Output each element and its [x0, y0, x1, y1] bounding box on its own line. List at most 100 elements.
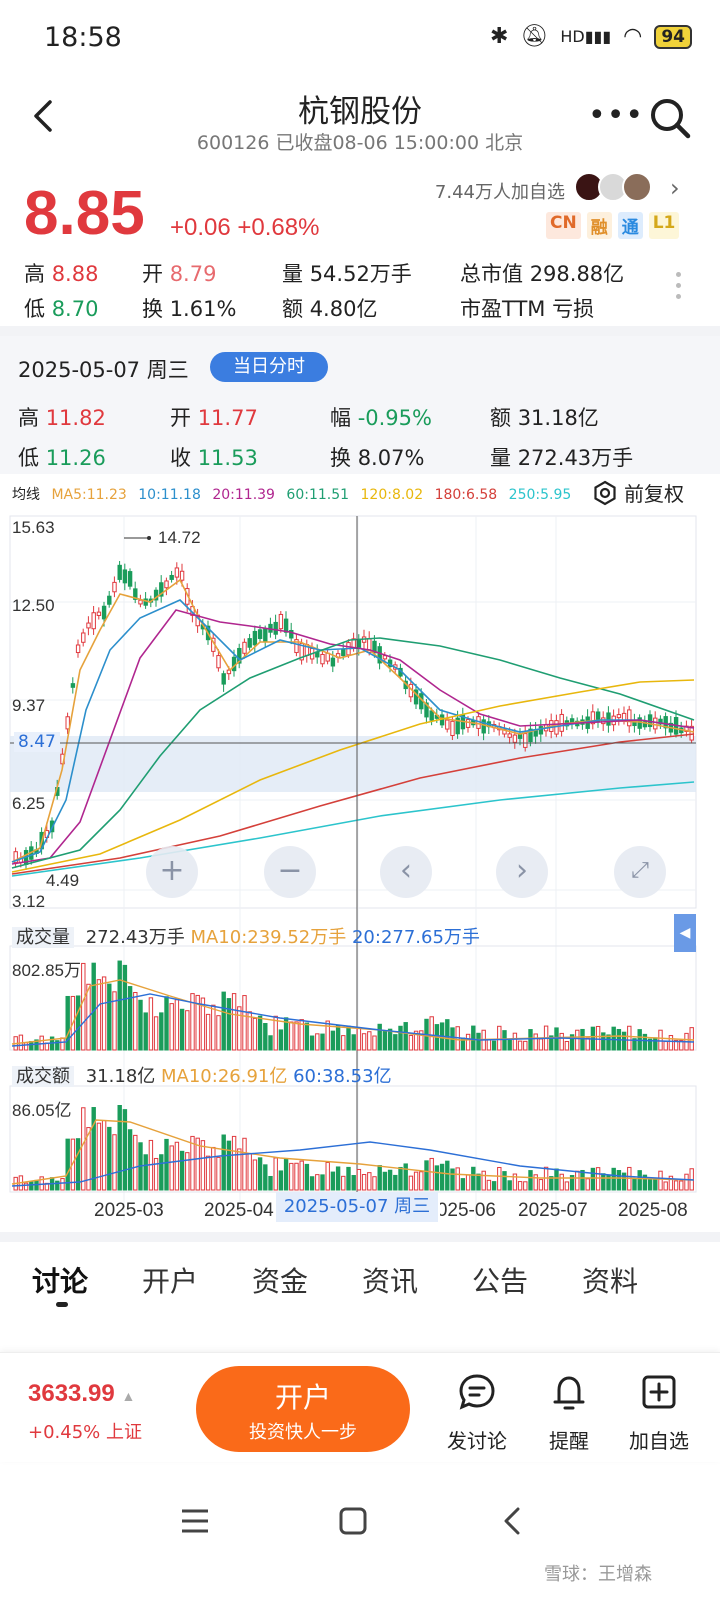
- turnover-bar: [216, 1156, 221, 1191]
- turnover-bar: [299, 1160, 304, 1191]
- volume-title[interactable]: 成交量: [12, 927, 74, 948]
- candle: [127, 571, 133, 587]
- tag-rong[interactable]: 融: [586, 212, 612, 239]
- turnover-title[interactable]: 成交额: [12, 1066, 74, 1087]
- fullscreen-button[interactable]: ⤢: [614, 846, 666, 898]
- ma10-line: [11, 599, 695, 863]
- candle: [294, 639, 299, 654]
- open-account-button[interactable]: 开户 投资快人一步: [196, 1366, 410, 1452]
- price-panel-frame: [9, 515, 697, 909]
- tab-discussion[interactable]: 讨论: [32, 1265, 89, 1298]
- chevron-right-icon[interactable]: ›: [670, 174, 680, 202]
- candle: [283, 618, 289, 633]
- watcher-avatars[interactable]: [574, 172, 652, 202]
- volume-bar: [164, 996, 169, 1051]
- turnover-ma10: MA10:26.91亿: [161, 1066, 288, 1087]
- volume-bar: [679, 1040, 684, 1051]
- volume-bar: [497, 1025, 502, 1051]
- back-icon[interactable]: [24, 96, 64, 136]
- tab-capital[interactable]: 资金: [252, 1265, 309, 1298]
- adjust-toggle[interactable]: 前复权: [592, 478, 684, 507]
- intraday-button[interactable]: 当日分时: [210, 352, 328, 382]
- volume-bar: [112, 991, 117, 1051]
- turnover-bar: [153, 1157, 159, 1191]
- turnover-bar: [601, 1173, 606, 1191]
- pan-right-button[interactable]: ›: [496, 846, 548, 898]
- volume-bar: [673, 1039, 679, 1051]
- turnover-max-label: 86.05亿: [12, 1101, 72, 1120]
- candle: [481, 719, 486, 734]
- menu-icon[interactable]: [180, 1506, 210, 1536]
- candle: [450, 720, 455, 737]
- turnover-bar: [476, 1173, 481, 1191]
- volume-bar: [346, 1025, 351, 1051]
- price-tick: 3.12: [12, 892, 46, 911]
- signal-icon: HD▮▮▮: [560, 27, 612, 46]
- kline-chart[interactable]: [0, 510, 720, 1230]
- candle: [455, 717, 460, 735]
- day-info-panel: [0, 336, 720, 474]
- volume-bar: [65, 995, 70, 1051]
- collapse-toggle-icon[interactable]: ◀: [674, 914, 696, 952]
- turnover-bar: [616, 1170, 622, 1191]
- tab-open-account[interactable]: 开户: [142, 1265, 199, 1298]
- turnover-bar: [263, 1164, 268, 1191]
- content-tabs: 讨论 开户 资金 资讯 公告 资料: [0, 1252, 720, 1312]
- turnover-bar: [642, 1174, 648, 1191]
- volume-bar: [169, 1003, 174, 1051]
- volume-bar: [211, 1004, 216, 1051]
- volume-bar: [237, 1006, 242, 1051]
- more-stats-icon[interactable]: [676, 272, 682, 305]
- status-time: 18:58: [44, 22, 122, 53]
- turnover-bar: [242, 1137, 247, 1191]
- watchers-count[interactable]: 7.44万人加自选: [434, 182, 565, 203]
- turnover-bar: [481, 1170, 486, 1191]
- turnover-bar: [491, 1181, 497, 1191]
- candle: [153, 589, 159, 601]
- candle: [138, 599, 143, 605]
- turnover-bar: [320, 1174, 325, 1191]
- turnover-bar: [585, 1178, 590, 1191]
- ma250-value: 250:5.95: [508, 487, 572, 503]
- volume-bar: [159, 1012, 164, 1051]
- volume-bar: [585, 1037, 590, 1051]
- zoom-in-button[interactable]: +: [146, 846, 198, 898]
- candle: [559, 713, 564, 732]
- home-icon[interactable]: [338, 1506, 368, 1536]
- add-watchlist-button[interactable]: 加自选: [614, 1372, 704, 1454]
- alert-button[interactable]: 提醒: [524, 1372, 614, 1454]
- pan-left-button[interactable]: ‹: [380, 846, 432, 898]
- turnover-bar: [580, 1169, 585, 1191]
- tag-tong[interactable]: 通: [617, 212, 643, 239]
- tab-news[interactable]: 资讯: [362, 1265, 419, 1298]
- search-icon[interactable]: [648, 96, 692, 140]
- candle: [179, 570, 185, 581]
- turnover-bar: [679, 1180, 684, 1191]
- turnover-bar: [75, 1138, 81, 1191]
- turnover-bar: [658, 1170, 663, 1191]
- turnover-bar: [382, 1171, 388, 1191]
- turnover-bar: [122, 1109, 128, 1191]
- tag-l1[interactable]: L1: [648, 212, 680, 239]
- max-price-label: 14.72: [158, 528, 201, 547]
- post-discussion-button[interactable]: 发讨论: [432, 1372, 522, 1454]
- nav-back-icon[interactable]: [498, 1506, 528, 1536]
- index-value[interactable]: 3633.99 ▲: [28, 1380, 136, 1407]
- turnover-bar: [205, 1155, 211, 1191]
- zoom-out-button[interactable]: −: [264, 846, 316, 898]
- date-tick: 2025-06: [440, 1200, 496, 1221]
- turnover-bar: [200, 1140, 206, 1191]
- tag-cn[interactable]: CN: [546, 212, 581, 239]
- more-icon[interactable]: •••: [588, 98, 645, 133]
- volume-bar: [393, 1034, 398, 1051]
- tab-profile[interactable]: 资料: [582, 1265, 639, 1298]
- volume-bar: [356, 1027, 362, 1051]
- candle: [289, 629, 294, 639]
- tab-announcements[interactable]: 公告: [472, 1265, 529, 1298]
- ma-legend: 均线 MA5:11.23 10:11.18 20:11.39 60:11.51 …: [12, 484, 578, 504]
- volume-bar: [351, 1034, 356, 1051]
- turnover-bar: [632, 1178, 637, 1191]
- divider: [0, 1232, 720, 1242]
- volume-bar: [247, 1011, 252, 1051]
- candle: [621, 712, 627, 721]
